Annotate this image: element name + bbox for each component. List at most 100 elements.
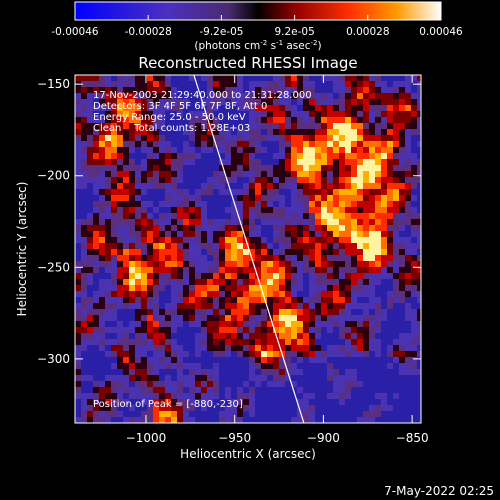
heatmap-cell (171, 315, 177, 321)
heatmap-cell (105, 99, 111, 105)
heatmap-cell (201, 171, 207, 177)
heatmap-cell (393, 171, 399, 177)
heatmap-cell (123, 243, 129, 249)
heatmap-cell (159, 231, 165, 237)
heatmap-cell (189, 249, 195, 255)
heatmap-cell (111, 249, 117, 255)
heatmap-cell (279, 189, 285, 195)
heatmap-cell (123, 237, 129, 243)
heatmap-cell (393, 309, 399, 315)
heatmap-cell (273, 243, 279, 249)
heatmap-cell (81, 345, 87, 351)
heatmap-cell (129, 153, 135, 159)
heatmap-cell (237, 243, 243, 249)
heatmap-cell (273, 75, 279, 81)
heatmap-cell (177, 321, 183, 327)
heatmap-cell (81, 303, 87, 309)
heatmap-cell (309, 141, 315, 147)
heatmap-cell (369, 171, 375, 177)
heatmap-cell (393, 93, 399, 99)
heatmap-cell (417, 255, 421, 261)
heatmap-cell (309, 339, 315, 345)
heatmap-cell (237, 291, 243, 297)
heatmap-cell (417, 411, 421, 417)
heatmap-cell (387, 285, 393, 291)
heatmap-cell (417, 111, 421, 117)
heatmap-cell (129, 99, 135, 105)
heatmap-cell (261, 243, 267, 249)
heatmap-cell (231, 99, 237, 105)
heatmap-cell (93, 411, 99, 417)
heatmap-cell (213, 393, 219, 399)
heatmap-cell (249, 375, 255, 381)
heatmap-cell (249, 189, 255, 195)
heatmap-cell (171, 387, 177, 393)
heatmap-cell (351, 177, 357, 183)
unit-sup3: -2 (311, 39, 318, 47)
heatmap-cell (75, 369, 81, 375)
heatmap-cell (267, 105, 273, 111)
heatmap-cell (303, 183, 309, 189)
heatmap-cell (351, 99, 357, 105)
heatmap-cell (177, 255, 183, 261)
heatmap-cell (225, 123, 231, 129)
heatmap-cell (213, 243, 219, 249)
heatmap-cell (135, 399, 141, 405)
heatmap-cell (171, 213, 177, 219)
heatmap-cell (249, 387, 255, 393)
heatmap-cell (75, 273, 81, 279)
heatmap-cell (375, 207, 381, 213)
heatmap-cell (351, 105, 357, 111)
heatmap-cell (369, 111, 375, 117)
heatmap-cell (99, 165, 105, 171)
heatmap-cell (201, 339, 207, 345)
heatmap-cell (285, 189, 291, 195)
heatmap-cell (279, 417, 285, 423)
heatmap-cell (177, 345, 183, 351)
heatmap-cell (333, 351, 339, 357)
heatmap-cell (201, 321, 207, 327)
heatmap-cell (189, 111, 195, 117)
heatmap-cell (117, 393, 123, 399)
heatmap-cell (183, 345, 189, 351)
heatmap-cell (147, 417, 153, 423)
heatmap-cell (99, 405, 105, 411)
heatmap-cell (411, 357, 417, 363)
heatmap-cell (243, 147, 249, 153)
heatmap-cell (399, 417, 405, 423)
heatmap-cell (225, 243, 231, 249)
heatmap-cell (261, 255, 267, 261)
heatmap-cell (177, 327, 183, 333)
heatmap-cell (231, 357, 237, 363)
heatmap-cell (249, 273, 255, 279)
heatmap-cell (213, 195, 219, 201)
heatmap-cell (159, 339, 165, 345)
heatmap-cell (357, 159, 363, 165)
heatmap-cell (81, 273, 87, 279)
heatmap-cell (99, 171, 105, 177)
heatmap-cell (345, 285, 351, 291)
heatmap-cell (165, 189, 171, 195)
heatmap-cell (189, 153, 195, 159)
heatmap-cell (399, 201, 405, 207)
heatmap-cell (129, 219, 135, 225)
heatmap-cell (393, 249, 399, 255)
heatmap-cell (237, 339, 243, 345)
heatmap-cell (105, 81, 111, 87)
heatmap-cell (381, 279, 387, 285)
heatmap-cell (75, 195, 81, 201)
heatmap-cell (387, 417, 393, 423)
heatmap-cell (195, 99, 201, 105)
heatmap-cell (75, 219, 81, 225)
heatmap-cell (399, 291, 405, 297)
heatmap-cell (345, 405, 351, 411)
heatmap-cell (111, 273, 117, 279)
heatmap-cell (213, 225, 219, 231)
heatmap-cell (357, 405, 363, 411)
heatmap-cell (321, 333, 327, 339)
heatmap-cell (303, 417, 309, 423)
heatmap-cell (93, 375, 99, 381)
heatmap-cell (93, 357, 99, 363)
heatmap-cell (291, 93, 297, 99)
heatmap-cell (327, 249, 333, 255)
